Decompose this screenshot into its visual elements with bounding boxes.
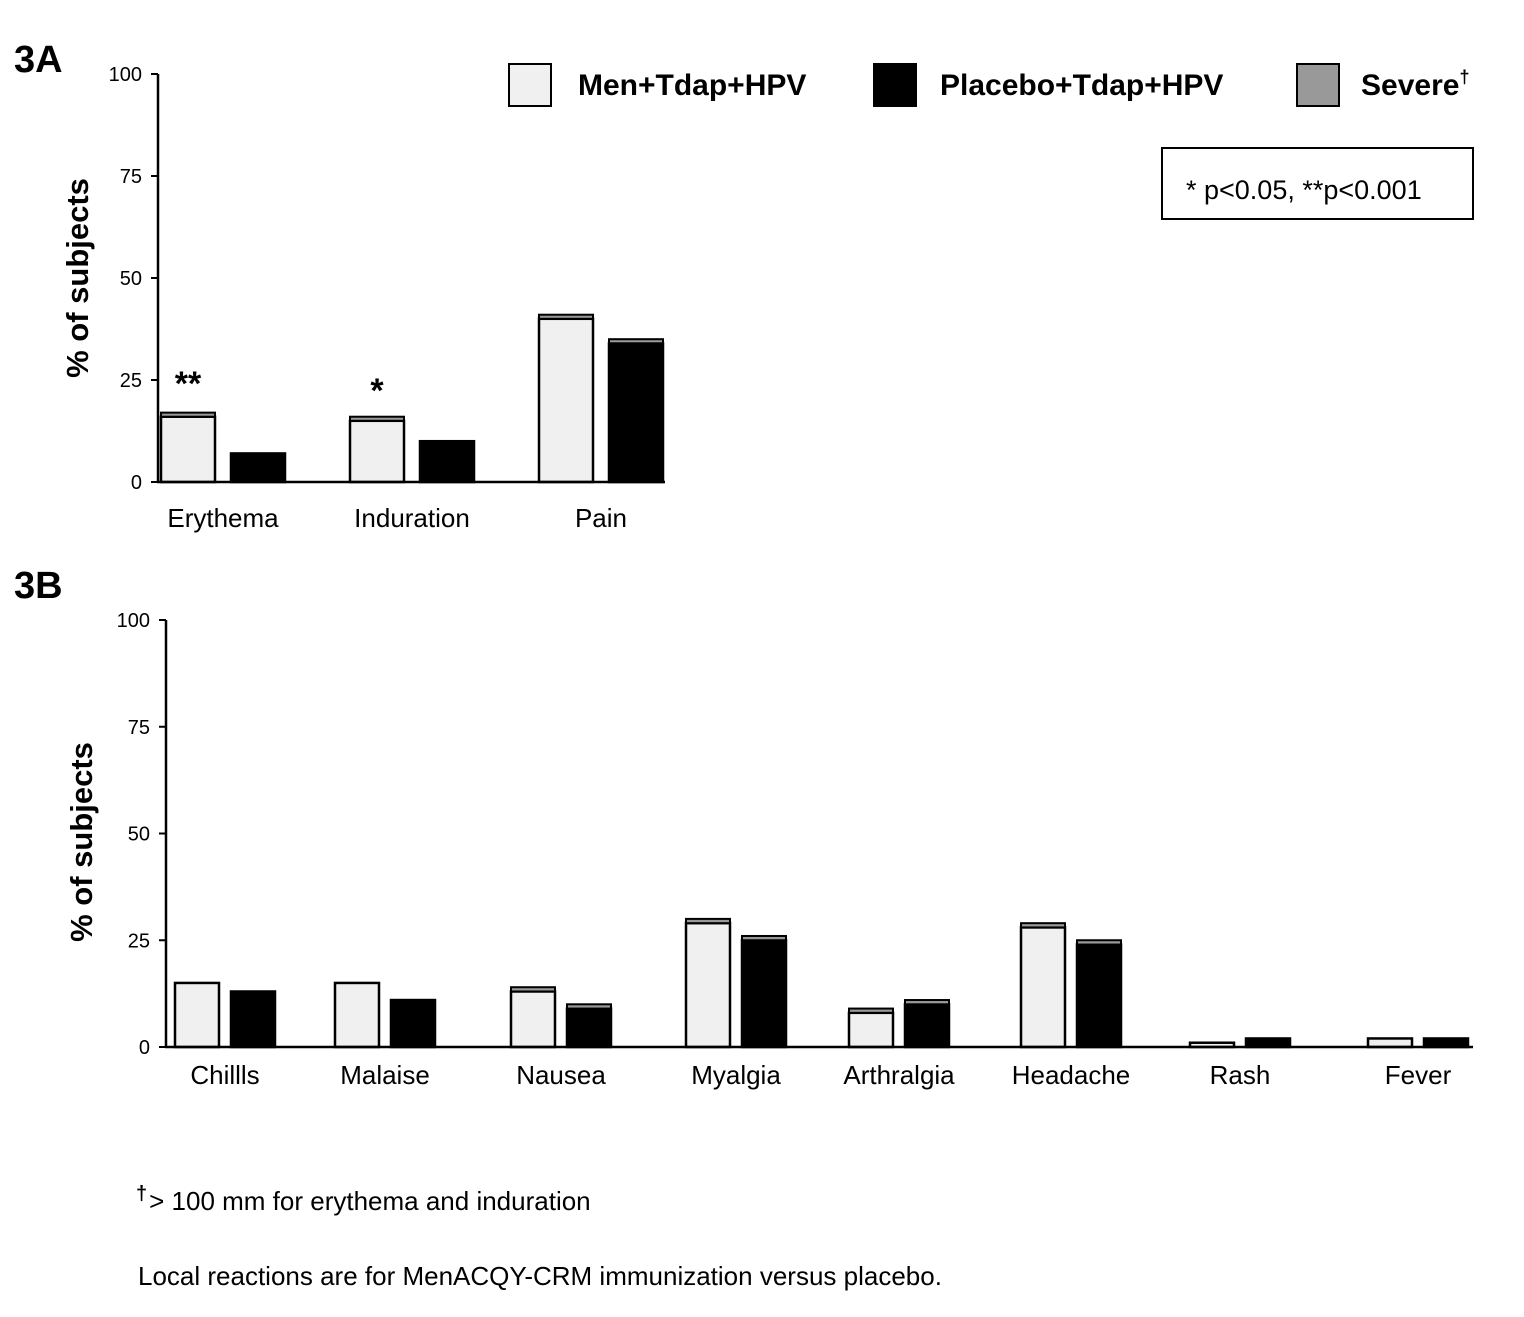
significance-marker: * <box>370 372 384 410</box>
legend-label-men: Men+Tdap+HPV <box>578 69 806 102</box>
bar-severe-segment <box>1076 939 1122 946</box>
legend-label-severe: Severe <box>1361 69 1459 102</box>
category-label: Fever <box>1385 1060 1452 1090</box>
y-tick-label: 0 <box>139 1037 150 1059</box>
bar-severe-segment <box>741 934 787 942</box>
bar-placebo <box>1075 943 1123 1049</box>
category-label: Headache <box>1012 1060 1131 1090</box>
bar-severe-segment <box>685 917 731 925</box>
category-label: Arthralgia <box>843 1060 955 1090</box>
bar-severe-segment <box>1020 922 1066 929</box>
y-tick-label: 25 <box>128 930 150 952</box>
y-tick-label: 0 <box>131 472 142 494</box>
category-label: Malaise <box>340 1060 430 1090</box>
bar-men <box>173 981 221 1049</box>
bar-placebo <box>1422 1037 1470 1049</box>
panel-label-3b: 3B <box>14 565 63 607</box>
y-axis-label-3a: % of subjects <box>60 178 95 378</box>
y-tick-label: 25 <box>120 370 142 392</box>
legend-swatch-severe <box>1296 63 1340 107</box>
category-label: Induration <box>354 503 470 533</box>
bar-placebo <box>565 1007 613 1049</box>
bar-men <box>847 1011 895 1049</box>
bar-placebo <box>389 998 437 1049</box>
bar-placebo <box>229 990 277 1049</box>
bar-placebo <box>1244 1037 1292 1049</box>
legend: Men+Tdap+HPV Placebo+Tdap+HPV Severe† <box>508 63 1469 107</box>
significance-marker: ** <box>175 365 202 403</box>
y-tick-label: 100 <box>109 64 142 86</box>
bar-men <box>348 419 406 484</box>
footnote-dagger: † <box>136 1183 147 1205</box>
bar-placebo <box>740 939 788 1049</box>
bar-severe-segment <box>349 415 405 422</box>
pvalue-box <box>1161 147 1474 220</box>
bar-severe-segment <box>608 338 664 345</box>
bar-severe-segment <box>904 999 950 1006</box>
bar-men <box>1366 1037 1414 1049</box>
bar-severe-segment <box>538 313 594 320</box>
chart-3b: 0 25 50 75 100 Chillls Malaise Nausea Myalgia Art… <box>117 610 1473 1090</box>
y-tick-label: 75 <box>128 717 150 739</box>
bar-severe-segment <box>566 1003 612 1010</box>
y-tick-label: 100 <box>117 610 150 632</box>
y-axis-label-3b: % of subjects <box>64 742 99 942</box>
bar-severe-segment <box>510 986 556 993</box>
footnote-1: †> 100 mm for erythema and induration <box>136 1183 591 1216</box>
panel-label-3a: 3A <box>14 39 63 81</box>
footnote-2: Local reactions are for MenACQY-CRM immu… <box>138 1261 942 1291</box>
bar-placebo <box>903 1003 951 1049</box>
bar-placebo <box>418 439 476 484</box>
legend-label-severe-text: Severe† <box>1361 67 1469 102</box>
bar-severe-segment <box>848 1007 894 1014</box>
bar-men <box>1019 926 1067 1049</box>
category-label: Rash <box>1210 1060 1271 1090</box>
bar-men <box>159 415 217 484</box>
bar-placebo <box>607 342 665 484</box>
chart-3a: 0 25 50 75 100 Erythema ** Induration * Pain <box>109 64 665 533</box>
y-tick-label: 75 <box>120 166 142 188</box>
y-tick-label: 50 <box>120 268 142 290</box>
y-tick-label: 50 <box>128 824 150 846</box>
legend-swatch-men <box>508 63 552 107</box>
footnote-1-text: > 100 mm for erythema and induration <box>149 1186 591 1216</box>
category-label: Chillls <box>190 1060 259 1090</box>
category-label: Pain <box>575 503 627 533</box>
legend-swatch-placebo <box>873 63 917 107</box>
bar-severe-segment <box>160 411 216 418</box>
bar-men <box>509 990 557 1049</box>
bar-men <box>537 317 595 484</box>
category-label: Nausea <box>516 1060 606 1090</box>
category-label: Myalgia <box>691 1060 781 1090</box>
category-label: Erythema <box>167 503 279 533</box>
bar-men <box>684 921 732 1049</box>
bar-men <box>333 981 381 1049</box>
legend-label-placebo: Placebo+Tdap+HPV <box>940 69 1223 102</box>
legend-dagger: † <box>1459 67 1469 87</box>
bar-placebo <box>229 452 287 484</box>
pvalue-note: * p<0.05, **p<0.001 <box>1186 175 1422 205</box>
